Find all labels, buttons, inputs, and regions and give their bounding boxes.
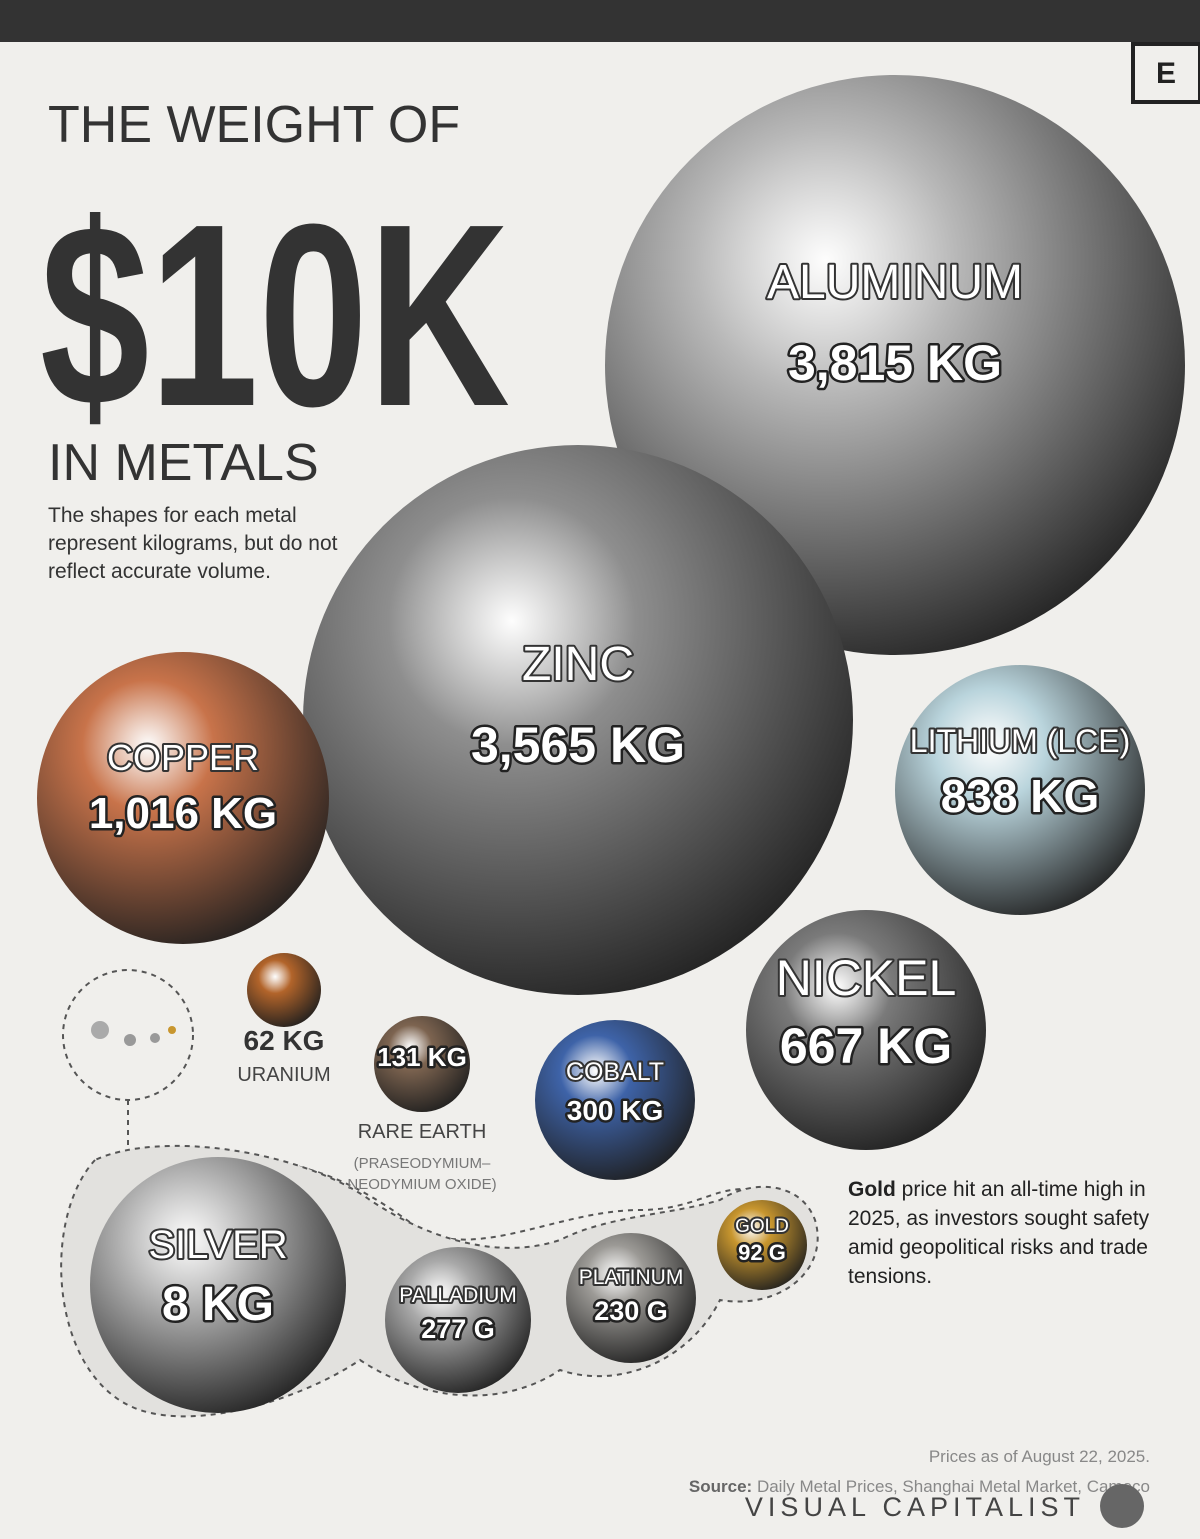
value-label: 300 KG bbox=[567, 1095, 664, 1126]
value-label: 230 G bbox=[594, 1296, 668, 1326]
value-label: 667 KG bbox=[780, 1018, 952, 1074]
metal-name: COBALT bbox=[566, 1058, 664, 1086]
sphere bbox=[566, 1233, 696, 1363]
inset-sphere bbox=[168, 1026, 176, 1034]
date-note: Prices as of August 22, 2025. bbox=[929, 1447, 1150, 1466]
sphere bbox=[535, 1020, 695, 1180]
source-line: Source: Daily Metal Prices, Shanghai Met… bbox=[689, 1477, 1150, 1496]
sphere bbox=[303, 445, 853, 995]
metal-name: GOLD bbox=[735, 1216, 789, 1237]
metal-name: LITHIUM (LCE) bbox=[910, 723, 1130, 759]
sphere bbox=[247, 953, 321, 1027]
note-bold: Gold bbox=[848, 1178, 896, 1201]
metal-name: COPPER bbox=[107, 737, 259, 778]
subtitle: The shapes for each metal represent kilo… bbox=[48, 504, 338, 583]
value-label: 3,815 KG bbox=[788, 335, 1002, 391]
logo: E bbox=[1156, 57, 1176, 90]
value-label: 92 G bbox=[738, 1240, 786, 1265]
logo-box bbox=[1131, 42, 1200, 104]
metal-name: ZINC bbox=[522, 638, 634, 691]
subtitle-box: The shapes for each metal represent kilo… bbox=[48, 504, 338, 583]
inset-sphere bbox=[150, 1033, 160, 1043]
sphere bbox=[717, 1200, 807, 1290]
title-bottom: IN METALS bbox=[48, 434, 319, 492]
metal-name: RARE EARTH bbox=[358, 1121, 487, 1143]
sphere bbox=[374, 1016, 470, 1112]
value-label: 277 G bbox=[421, 1314, 495, 1344]
rare-earth-note: (PRASEODYMIUM– NEODYMIUM OXIDE) bbox=[347, 1155, 496, 1193]
sphere bbox=[385, 1247, 531, 1393]
source: Daily Metal Prices, Shanghai Metal Marke… bbox=[757, 1477, 1150, 1496]
brand-icon bbox=[1100, 1484, 1144, 1528]
inset-sphere bbox=[91, 1021, 109, 1039]
brand: VISUAL CAPITALIST bbox=[745, 1492, 1085, 1522]
metal-name: URANIUM bbox=[237, 1064, 330, 1086]
sphere bbox=[746, 910, 986, 1150]
rare-earth-note-line: (PRASEODYMIUM– bbox=[354, 1155, 491, 1172]
metal-name: NICKEL bbox=[776, 950, 957, 1006]
top-bar bbox=[0, 0, 1200, 42]
value-label: 8 KG bbox=[162, 1278, 274, 1331]
value-label: 131 KG bbox=[377, 1042, 467, 1072]
sphere bbox=[37, 652, 329, 944]
value-label: 62 KG bbox=[244, 1025, 325, 1056]
source-label: Source: bbox=[689, 1477, 752, 1496]
note: price hit an all-time high in 2025, as i… bbox=[848, 1178, 1150, 1288]
metal-name: PALLADIUM bbox=[399, 1284, 516, 1307]
inset-sphere bbox=[124, 1034, 136, 1046]
note-wrap: Gold price hit an all-time high in 2025,… bbox=[848, 1175, 1158, 1291]
note-box: Gold price hit an all-time high in 2025,… bbox=[848, 1175, 1158, 1291]
value-label: 1,016 KG bbox=[89, 789, 277, 838]
sphere bbox=[895, 665, 1145, 915]
value-label: 838 KG bbox=[941, 770, 1100, 822]
metal-name: SILVER bbox=[148, 1223, 287, 1267]
bubbles: ALUMINUM 3,815 KG ZINC 3,565 KG COPPER 1,016 … bbox=[37, 75, 1185, 1413]
title-top: THE WEIGHT OF bbox=[48, 96, 460, 154]
metal-name: PLATINUM bbox=[579, 1266, 684, 1289]
rare-earth-note-line: NEODYMIUM OXIDE) bbox=[347, 1176, 496, 1193]
sphere bbox=[90, 1157, 346, 1413]
value-label: 3,565 KG bbox=[471, 717, 685, 773]
metal-name: ALUMINUM bbox=[767, 256, 1023, 309]
title: $10K bbox=[40, 171, 510, 461]
